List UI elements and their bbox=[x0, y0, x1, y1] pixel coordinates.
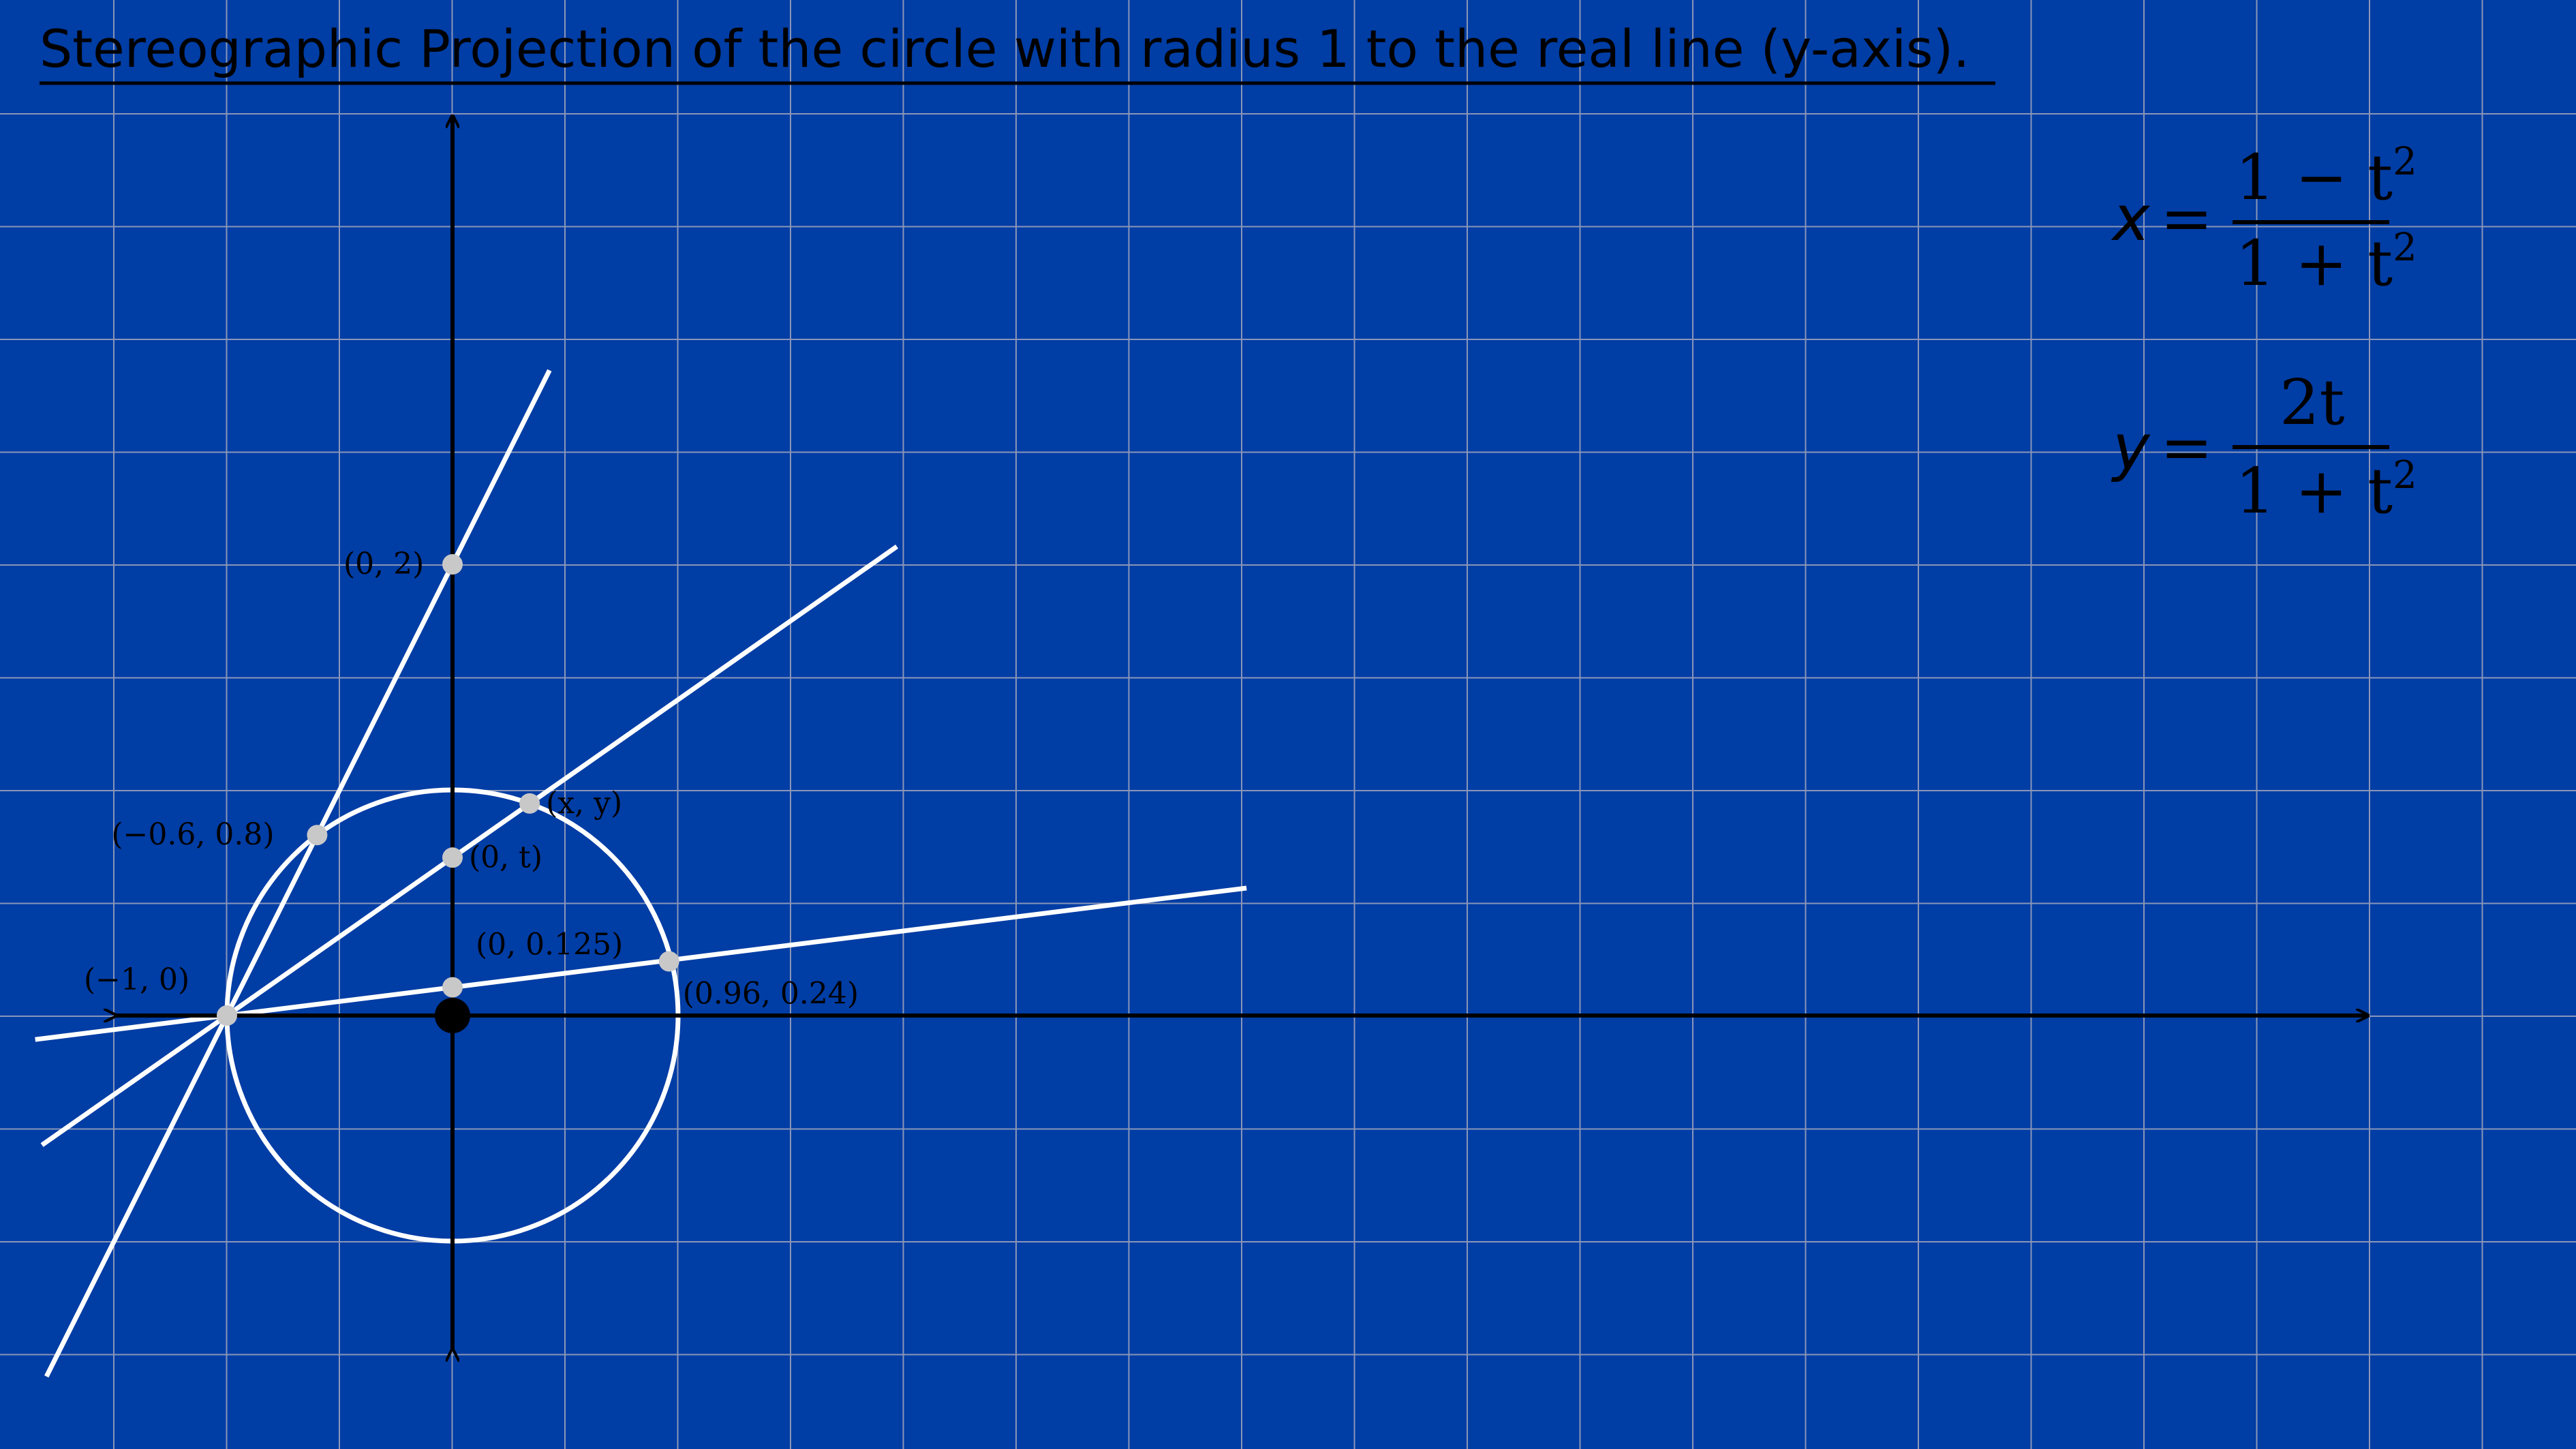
point-label-p-096-024: (0.96, 0.24) bbox=[683, 977, 859, 1011]
point-p-neg1-0 bbox=[217, 1005, 237, 1026]
projection-line-middle bbox=[40, 544, 899, 1147]
point-p-0-0125 bbox=[442, 977, 463, 998]
equation-y-equals: = bbox=[2160, 411, 2213, 484]
equation-y-denominator: 1 + t2 bbox=[2235, 453, 2417, 528]
point-label-p-0-0125: (0, 0.125) bbox=[476, 928, 623, 962]
point-label-p-neg06-08: (−0.6, 0.8) bbox=[111, 817, 274, 852]
point-label-p-0-2: (0, 2) bbox=[343, 547, 424, 581]
point-p-0-2 bbox=[442, 554, 463, 575]
point-p-neg06-08 bbox=[307, 825, 328, 846]
origin-dot bbox=[435, 998, 470, 1033]
point-label-p-0-t: (0, t) bbox=[469, 840, 542, 874]
equation-x: x = 1 − t2 1 + t2 bbox=[2111, 140, 2417, 300]
point-p-x-y bbox=[519, 793, 540, 814]
equation-y: y = 2t 1 + t2 bbox=[2111, 366, 2417, 528]
equation-x-equals: = bbox=[2160, 182, 2213, 255]
point-p-096-024 bbox=[658, 951, 679, 972]
equation-y-lhs: y bbox=[2111, 411, 2151, 484]
equation-y-numerator: 2t bbox=[2280, 366, 2345, 439]
point-p-0-t bbox=[442, 847, 463, 868]
points-layer: (−1, 0) (0, 2) (−0.6, 0.8) (x, y)(0, t) (0, … bbox=[84, 547, 859, 1026]
point-label-p-neg1-0: (−1, 0) bbox=[84, 962, 189, 997]
equation-x-lhs: x bbox=[2111, 182, 2151, 255]
projection-line-steep bbox=[44, 369, 552, 1378]
equation-x-denominator: 1 + t2 bbox=[2235, 226, 2417, 300]
equation-x-numerator: 1 − t2 bbox=[2235, 140, 2417, 214]
page-title: Stereographic Projection of the circle w… bbox=[40, 18, 1969, 79]
point-label-p-x-y: (x, y) bbox=[546, 786, 622, 821]
